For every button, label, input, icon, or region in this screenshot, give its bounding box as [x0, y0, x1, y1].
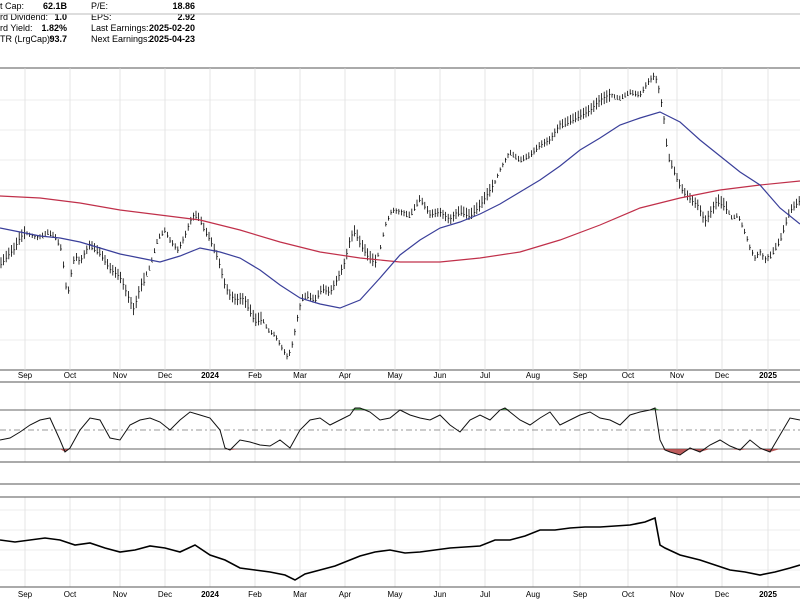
stat-right-row: Next Earnings: 2025-04-23 — [91, 34, 195, 45]
price-axis-tick-label: Nov — [670, 371, 684, 380]
price-axis-tick-label: Jul — [480, 371, 490, 380]
rs-axis-tick-label: Apr — [339, 590, 352, 599]
stat-right-row: EPS: 2.92 — [91, 12, 195, 23]
relative-strength-line — [0, 516, 800, 581]
price-axis-tick-label: Nov — [113, 371, 127, 380]
stat-left-label: t Cap: — [0, 1, 25, 11]
price-axis-tick-label: Apr — [339, 371, 352, 380]
osc-oversold-fill — [740, 449, 750, 450]
rs-axis-tick-label: Feb — [248, 590, 262, 599]
rs-axis-tick-label: Sep — [18, 590, 33, 599]
stat-left-value: 1.0 — [54, 12, 67, 22]
rs-axis-tick-label: 2025 — [759, 590, 777, 599]
osc-oversold-fill — [660, 449, 665, 450]
stat-left-row: t Cap: 62.1B — [0, 1, 67, 12]
stat-right-value: 18.86 — [172, 1, 195, 11]
rs-axis-tick-label: 2024 — [201, 590, 219, 599]
osc-oversold-fill — [770, 449, 780, 452]
rs-axis-tick-label: Oct — [622, 590, 635, 599]
price-axis-tick-label: Dec — [715, 371, 729, 380]
price-axis-tick-label: Sep — [573, 371, 588, 380]
price-axis-tick-label: Sep — [18, 371, 33, 380]
price-axis-tick-label: Oct — [622, 371, 635, 380]
rs-axis-tick-label: Dec — [715, 590, 729, 599]
stat-left-value: 93.7 — [49, 34, 67, 44]
rs-axis-tick-label: May — [387, 590, 402, 599]
osc-oversold-fill — [230, 449, 240, 450]
price-axis-tick-label: Jun — [434, 371, 447, 380]
moving-average-short-line — [0, 111, 800, 309]
rs-axis-tick-label: Mar — [293, 590, 307, 599]
rs-axis-tick-label: Sep — [573, 590, 588, 599]
stat-left-value: 62.1B — [42, 1, 67, 11]
price-axis-tick-label: Feb — [248, 371, 262, 380]
stat-right-row: P/E: 18.86 — [91, 1, 195, 12]
rs-axis-tick-label: Oct — [64, 590, 77, 599]
stat-right-row: Last Earnings: 2025-02-20 — [91, 23, 195, 34]
rs-axis-tick-label: Aug — [526, 590, 540, 599]
stat-left-label: rd Dividend: — [0, 12, 49, 22]
rs-axis-tick-label: Nov — [113, 590, 127, 599]
stat-left-row: rd Yield: 1.82% — [0, 23, 67, 34]
price-axis-tick-label: Mar — [293, 371, 307, 380]
stat-right-value: 2025-02-20 — [148, 23, 195, 33]
stat-right-value: 2025-04-23 — [148, 34, 195, 44]
stat-left-row: TR (LrgCap): 93.7 — [0, 34, 67, 45]
stat-left-label: TR (LrgCap): — [0, 34, 53, 44]
price-axis-tick-label: Aug — [526, 371, 540, 380]
oscillator-line — [0, 407, 800, 456]
osc-overbought-fill — [655, 408, 660, 410]
price-axis-tick-label: May — [387, 371, 402, 380]
stats-panel: t Cap: 62.1B rd Dividend: 1.0 rd Yield: 1.82%… — [0, 0, 340, 70]
rs-axis-tick-label: Jun — [434, 590, 447, 599]
rs-axis-tick-label: Nov — [670, 590, 684, 599]
stat-left-value: 1.82% — [41, 23, 67, 33]
stat-right-label: EPS: — [91, 12, 112, 22]
stat-right-label: Next Earnings: — [91, 34, 151, 44]
stat-left-row: rd Dividend: 1.0 — [0, 12, 67, 23]
moving-average-long-line — [0, 180, 800, 263]
price-axis-tick-label: Oct — [64, 371, 77, 380]
stat-right-value: 2.92 — [177, 12, 195, 22]
stat-right-label: Last Earnings: — [91, 23, 149, 33]
price-axis-tick-label: 2025 — [759, 371, 777, 380]
price-panel-frame — [0, 67, 800, 371]
stat-left-label: rd Yield: — [0, 23, 33, 33]
osc-oversold-fill — [670, 449, 680, 455]
price-axis-tick-label: Dec — [158, 371, 172, 380]
price-axis-tick-label: 2024 — [201, 371, 219, 380]
rs-axis-tick-label: Dec — [158, 590, 172, 599]
stat-right-label: P/E: — [91, 1, 109, 11]
rs-axis-tick-label: Jul — [480, 590, 490, 599]
